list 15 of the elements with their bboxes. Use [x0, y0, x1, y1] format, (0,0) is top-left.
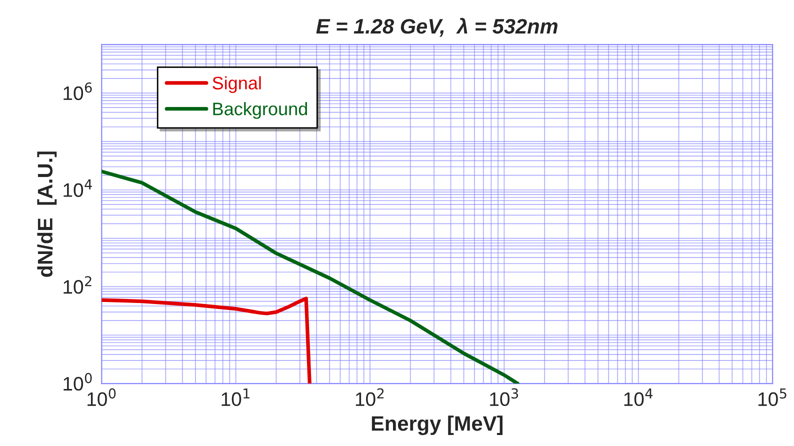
chart-title: E = 1.28 GeV, λ = 532nm	[316, 18, 558, 37]
y-tick-label: 10$^{6}$	[64, 82, 92, 100]
x-tick-label: 10$^{0}$	[88, 388, 116, 406]
x-tick-label: 10$^{1}$	[222, 388, 250, 406]
x-axis-title: Energy [MeV]	[372, 416, 502, 436]
x-tick-label: 10$^{4}$	[624, 388, 653, 406]
legend-label: Signal	[212, 76, 261, 94]
x-tick-label: 10$^{5}$	[758, 388, 786, 406]
x-tick-label: 10$^{3}$	[490, 388, 518, 406]
y-tick-label: 10$^{4}$	[64, 179, 92, 197]
legend-label: Background	[213, 102, 307, 119]
y-tick-label: 10$^{0}$	[64, 372, 92, 391]
y-tick-label: 10$^{2}$	[64, 276, 92, 294]
x-tick-label: 10$^{2}$	[356, 388, 384, 406]
y-axis-title: dN/dE [A.U.]	[37, 152, 57, 277]
